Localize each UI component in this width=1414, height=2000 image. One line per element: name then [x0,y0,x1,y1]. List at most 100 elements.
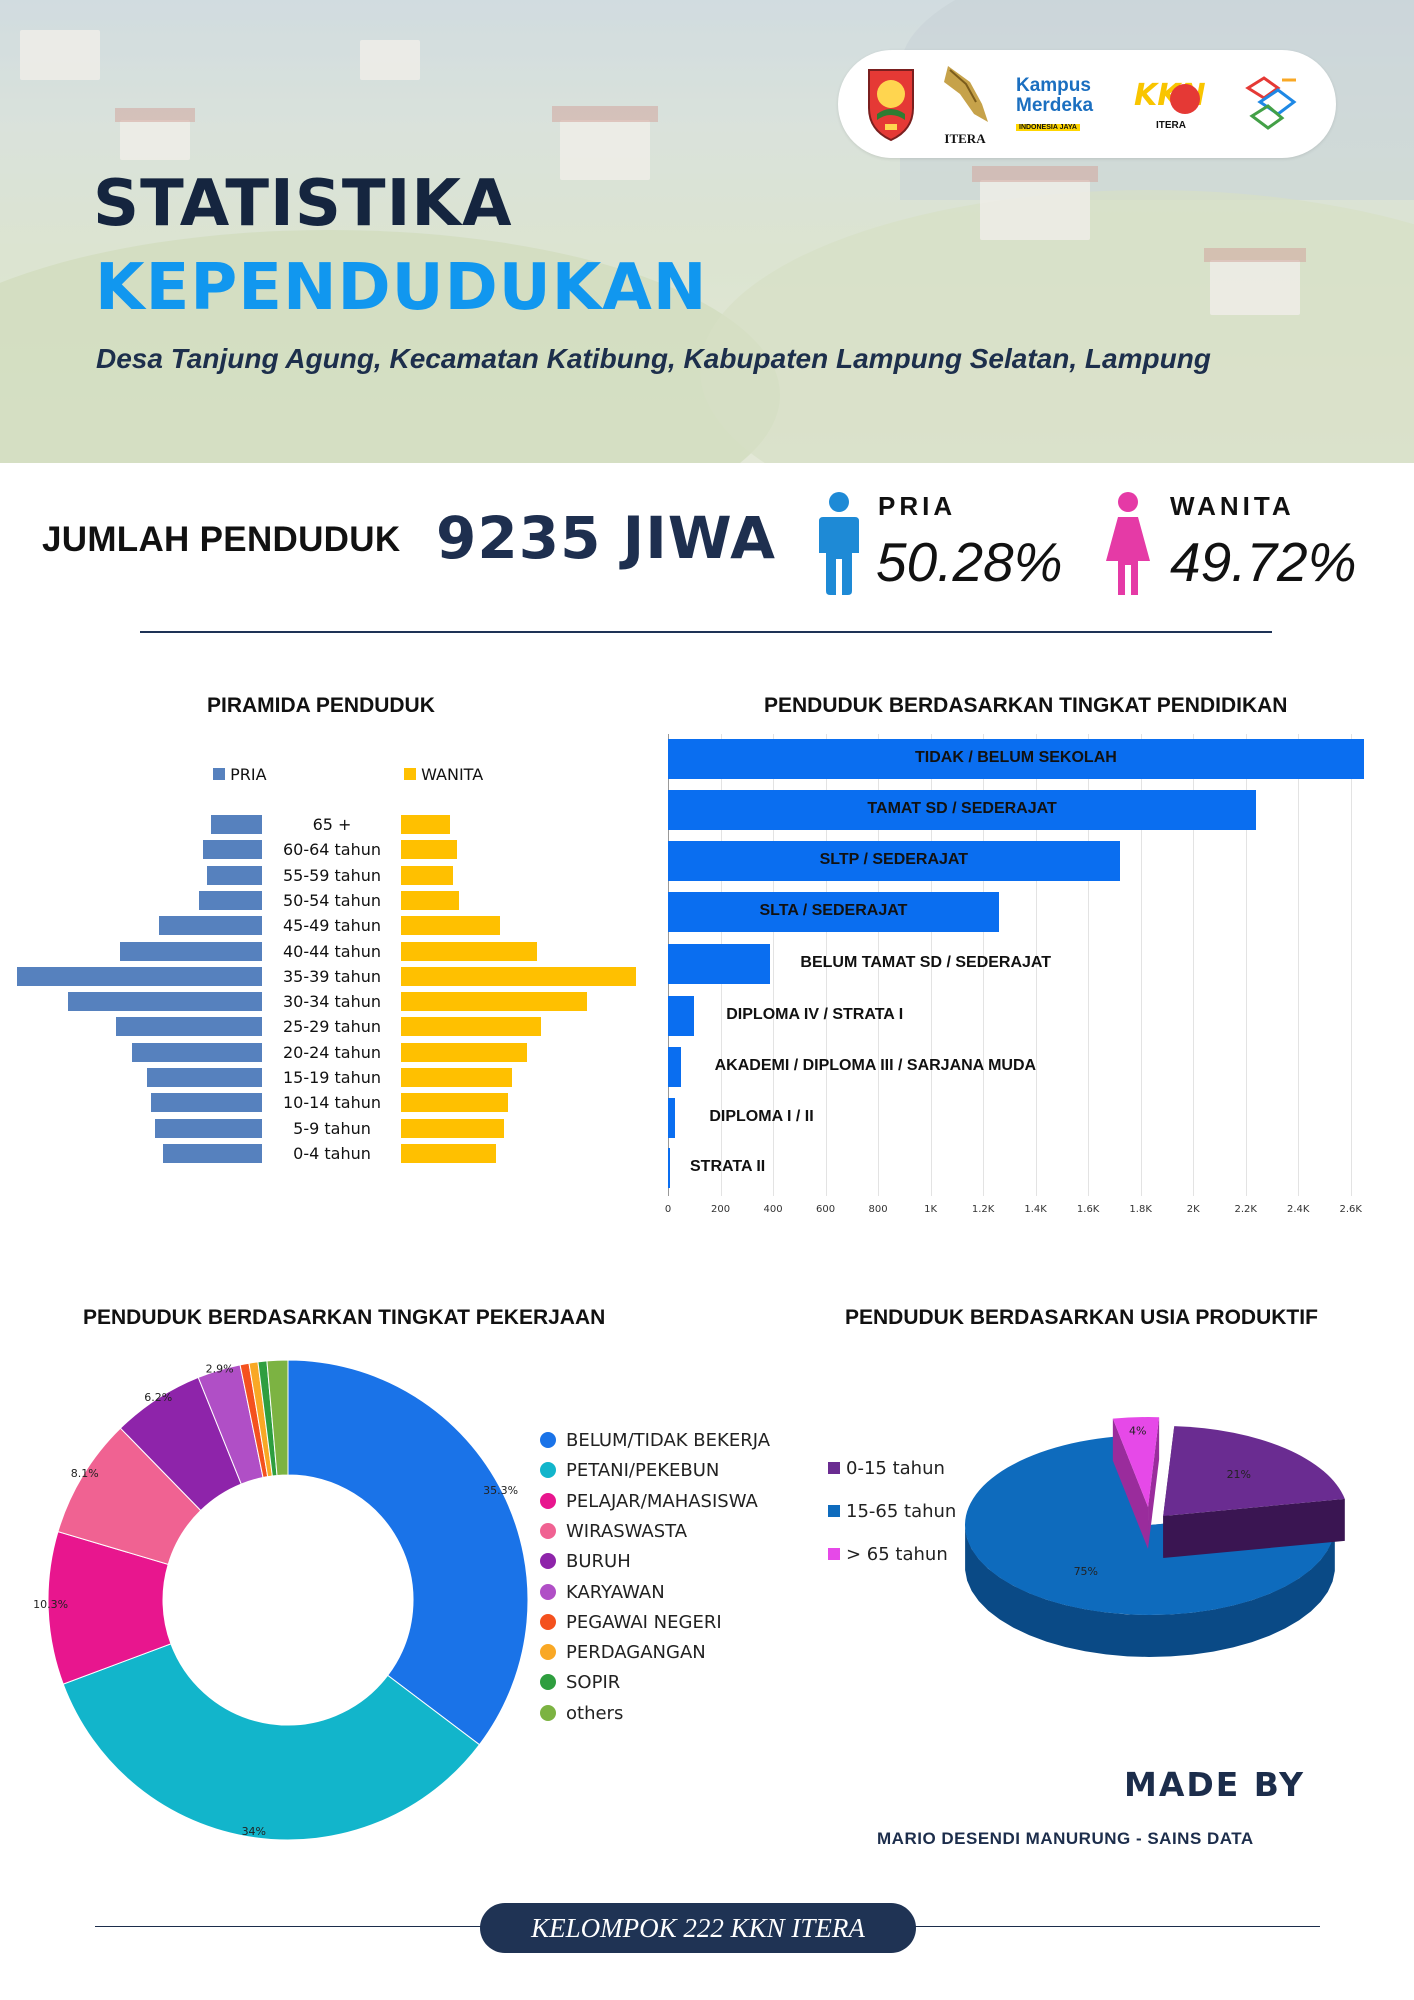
legend-label: PELAJAR/MAHASISWA [566,1490,758,1512]
legend-item: BURUH [540,1551,631,1572]
pie-slice-wall [1148,1417,1160,1550]
education-bar [668,1047,681,1087]
gridline [1350,734,1352,1196]
pie-slice-group: 4% [1112,1417,1160,1550]
pyramid-bar-pria [210,815,262,834]
legend-item: PEGAWAI NEGERI [540,1612,722,1633]
legend-swatch [540,1553,556,1570]
pyramid-bar-wanita [401,815,451,834]
pyramid-bar-pria [147,1068,262,1087]
legend-label: PERDAGANGAN [566,1642,706,1664]
occupation-donut-chart: 35.3% 34% 10.3% 8.1% 6.2% 2.9% [33,1359,529,1841]
gridline [983,734,985,1196]
gridline [1140,734,1142,1196]
gridline [930,734,932,1196]
pie-slice-label: 75% [1074,1565,1098,1578]
pie-slice-top [1163,1426,1345,1516]
itera-logo: ITERA [930,64,1000,148]
pyramid-bar-wanita [401,840,458,860]
female-label: WANITA [1170,491,1295,521]
pie-slice-label: 21% [1227,1468,1251,1481]
education-bar [668,996,695,1036]
pyramid-bar-pria [68,992,262,1012]
legend-swatch [540,1492,556,1509]
pyramid-age-label: 20-24 tahun [282,1042,382,1062]
pyramid-bar-wanita [401,1068,512,1087]
education-bar [668,1098,676,1138]
page-title-line1: STATISTIKA [93,167,513,241]
occupation-legend: BELUM/TIDAK BEKERJA PETANI/PEKEBUN PELAJAR… [540,1430,800,1740]
pyramid-age-label: 0-4 tahun [293,1143,371,1163]
education-bar-label: STRATA II [690,1158,766,1175]
x-tick-label: 600 [816,1204,836,1215]
pyramid-chart-title: PIRAMIDA PENDUDUK [207,694,435,717]
x-tick-label: 400 [763,1204,783,1215]
legend-label: BURUH [566,1551,631,1573]
education-bar-label: SLTA / SEDERAJAT [759,902,908,919]
male-percent: 50.28% [876,531,1063,593]
pyramid-bar-wanita [401,1017,542,1037]
pyramid-age-label: 55-59 tahun [282,865,382,885]
author-credit: MARIO DESENDI MANURUNG - SAINS DATA [877,1829,1254,1848]
legend-swatch [540,1674,556,1691]
education-chart-title: PENDUDUK BERDASARKAN TINGKAT PENDIDIKAN [764,694,1288,717]
pyramid-bar-wanita [401,890,460,910]
legend-item: 0-15 tahun [828,1458,945,1479]
section-divider [140,631,1272,633]
education-bar [668,790,1257,830]
legend-item: PELAJAR/MAHASISWA [540,1491,758,1512]
legend-swatch [828,1505,840,1517]
donut-slice-label: 35.3% [483,1484,518,1497]
pyramid-bar-pria [131,1042,262,1062]
pie-slice-group: 21% [1163,1426,1345,1558]
gridline [1035,734,1037,1196]
pyramid-bar-wanita [401,916,500,936]
partner-logos-bar: ITERA Kampus Merdeka INDONESIA JAYA KKN … [838,50,1336,158]
x-tick-label: 2K [1186,1204,1200,1215]
pyramid-age-label: 35-39 tahun [282,966,382,986]
pyramid-age-label: 60-64 tahun [282,840,382,860]
pie-slice-wall [1163,1498,1345,1558]
pyramid-bar-wanita [401,941,538,961]
x-tick-label: 1K [924,1204,938,1215]
pyramid-age-label: 40-44 tahun [282,941,382,961]
pie-slice-side [965,1528,1335,1657]
legend-label: WIRASWASTA [566,1520,688,1542]
gridline [1298,734,1300,1196]
legend-item: PETANI/PEKEBUN [540,1460,719,1481]
legend-label: PRIA [230,765,267,784]
x-tick-label: 800 [868,1204,888,1215]
legend-item: SOPIR [540,1672,620,1693]
x-tick-label: 2.4K [1286,1204,1310,1215]
education-bar-label: AKADEMI / DIPLOMA III / SARJANA MUDA [714,1057,1037,1074]
education-bar [668,739,1364,779]
population-value: 9235 JIWA [436,504,777,572]
education-bar [668,841,1120,881]
kabupaten-emblem-logo [868,69,914,142]
pyramid-age-label: 10-14 tahun [282,1093,382,1113]
pyramid-legend-pria: PRIA [213,765,267,784]
legend-label: PETANI/PEKEBUN [566,1460,720,1482]
male-label: PRIA [878,491,957,521]
legend-swatch [540,1704,556,1721]
legend-label: SOPIR [566,1672,621,1694]
legend-swatch [540,1613,556,1630]
x-tick-label: 0 [664,1204,672,1215]
kkn-itera-logo: KKN ITERA [1134,78,1214,138]
gridline [1088,734,1090,1196]
legend-label: 0-15 tahun [846,1458,945,1479]
pyramid-age-label: 5-9 tahun [293,1118,371,1138]
x-tick-label: 1.2K [971,1204,995,1215]
pyramid-bar-pria [119,941,262,961]
productive-age-pie-chart: 75% 21% 4% [965,1417,1345,1657]
female-person-icon [1106,492,1150,595]
x-tick-label: 1.4K [1024,1204,1047,1215]
legend-item: PERDAGANGAN [540,1642,706,1663]
pyramid-bar-wanita [401,1143,496,1163]
pyramid-bar-pria [159,916,262,936]
pyramid-bar-pria [115,1017,262,1037]
male-person-icon [819,492,859,595]
legend-item: WIRASWASTA [540,1521,687,1542]
legend-label: BELUM/TIDAK BEKERJA [566,1430,771,1451]
kkn-222-logo [1245,76,1297,130]
